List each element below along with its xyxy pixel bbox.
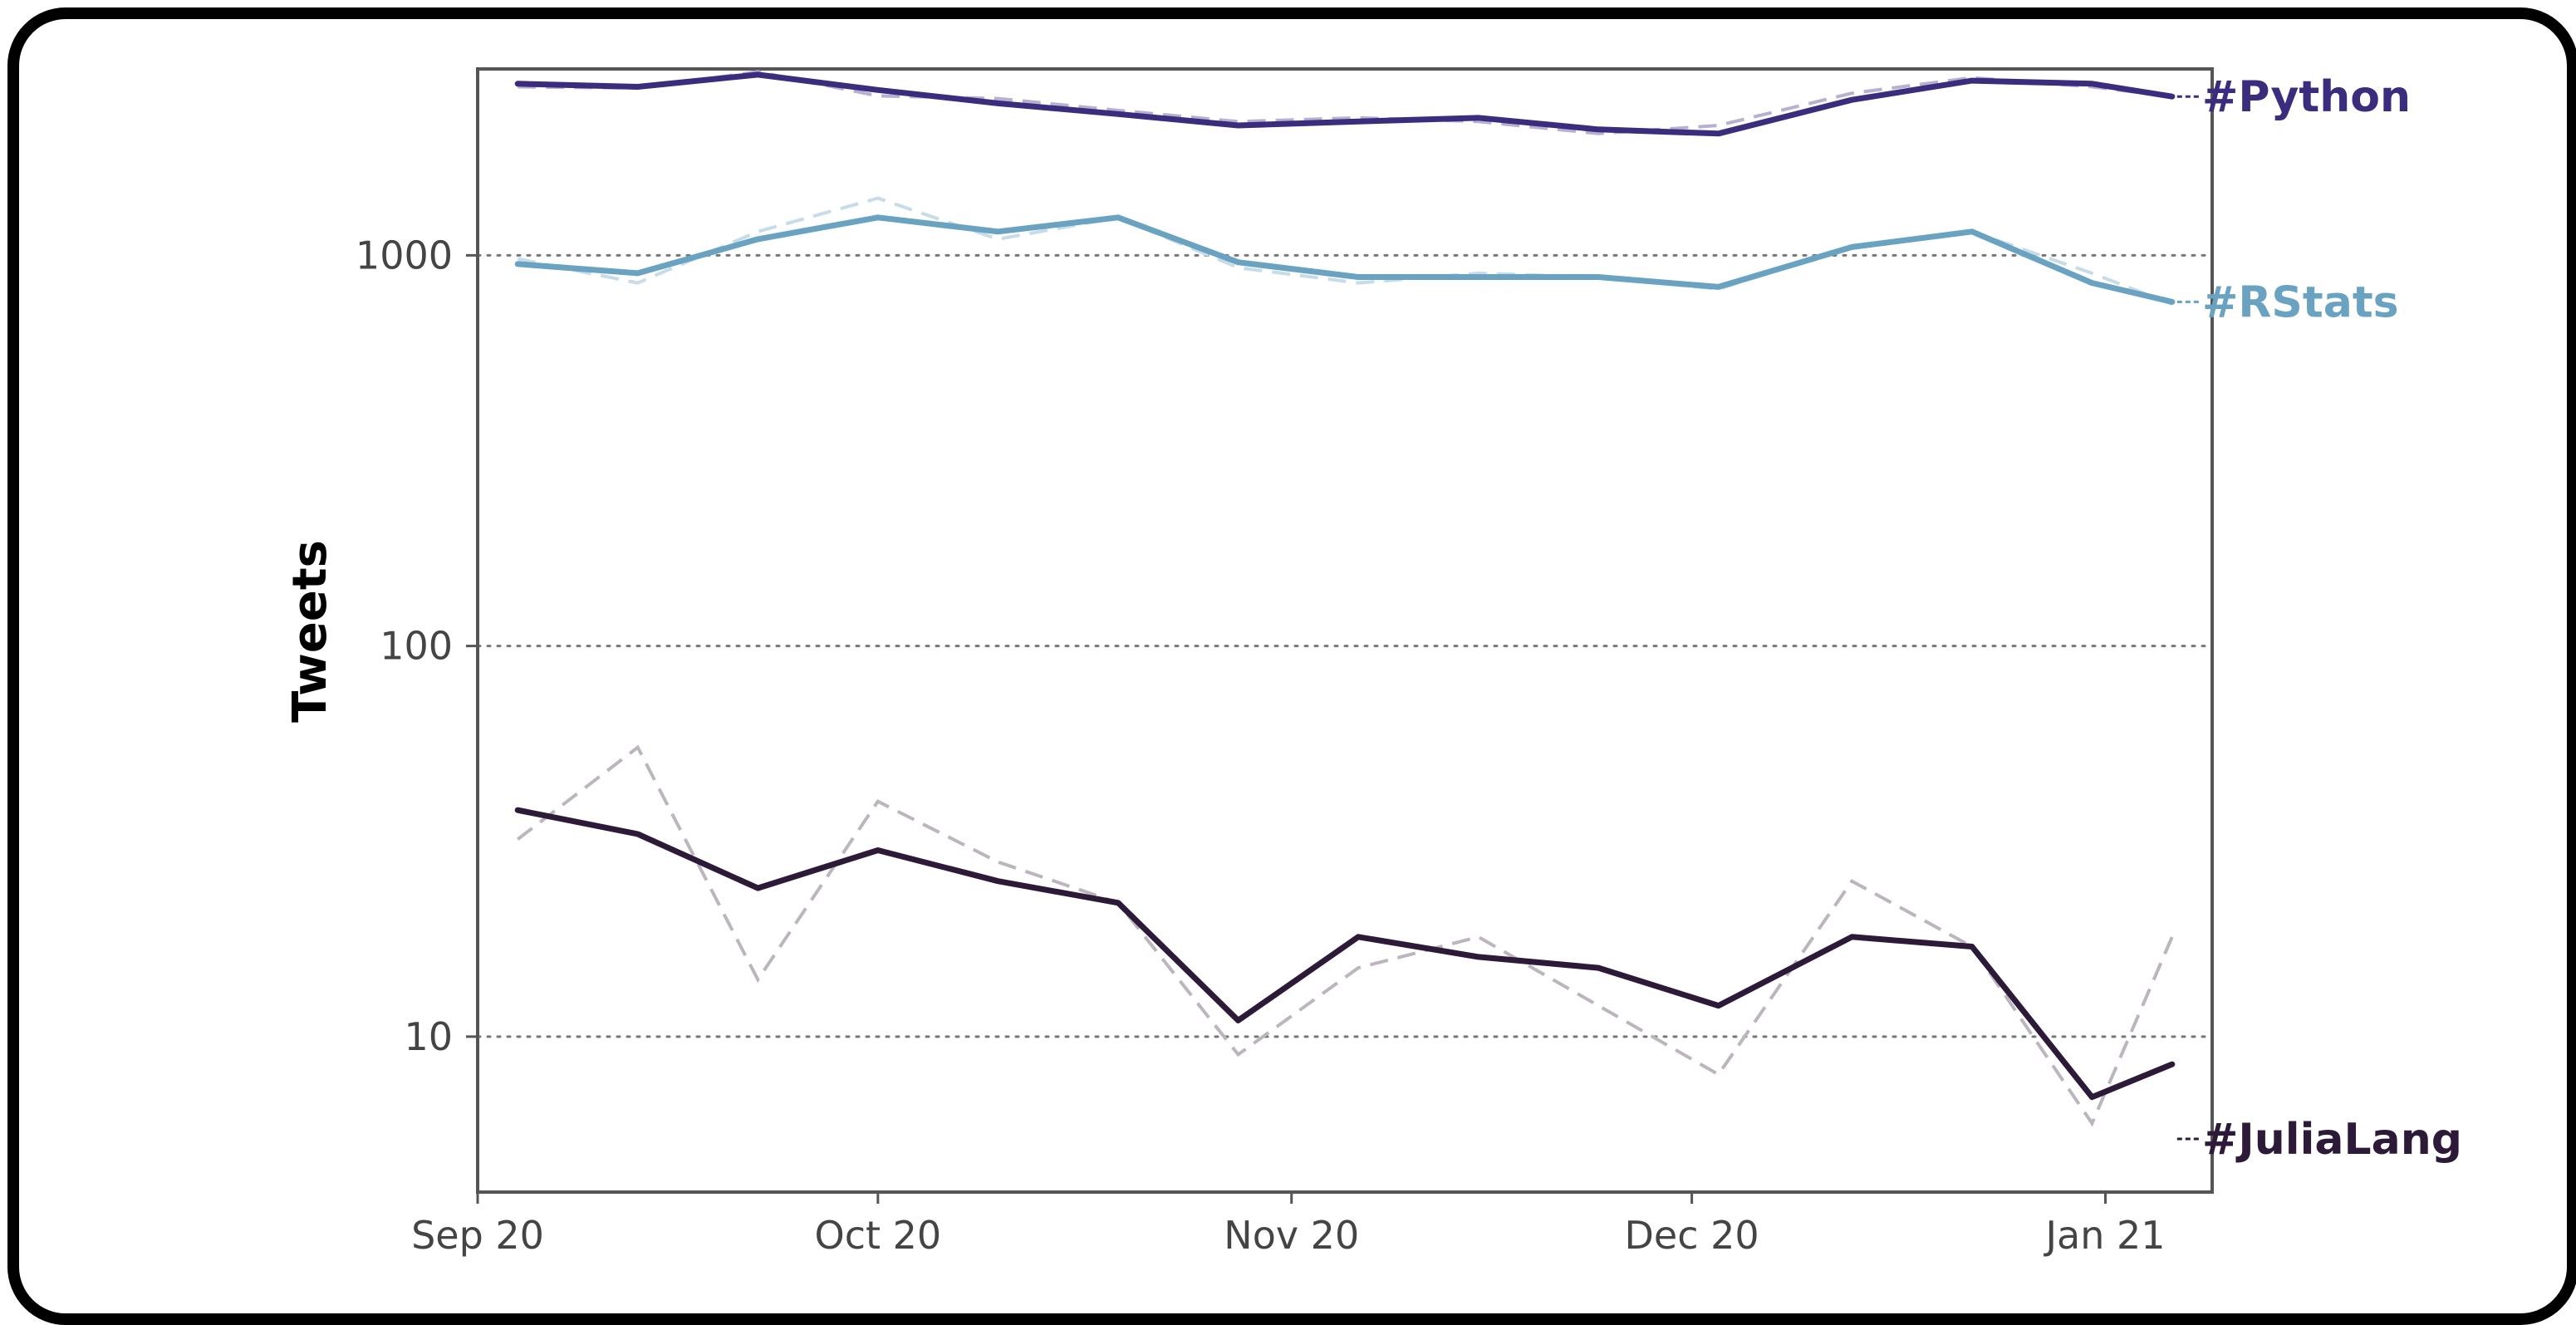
y-tick-label: 10	[404, 1014, 453, 1059]
x-tick-label: Dec 20	[1625, 1213, 1759, 1258]
rstats-series-label: #RStats	[2202, 277, 2399, 327]
gridlines	[476, 253, 2214, 1038]
x-tick-label: Nov 20	[1224, 1213, 1359, 1258]
label-connectors	[2176, 95, 2199, 1141]
smoothed-lines	[514, 71, 2176, 1101]
y-axis: 10 100 1000	[356, 233, 478, 1059]
daily-raw-lines	[516, 70, 2174, 1127]
x-axis: Sep 20 Oct 20 Nov 20 Dec 20 Jan 21	[411, 1192, 2166, 1258]
plot-area	[476, 67, 2214, 1194]
julialang-smoothed-line	[514, 807, 2176, 1101]
x-tick-label: Sep 20	[411, 1213, 544, 1258]
y-axis-title: Tweets	[283, 540, 337, 723]
y-tick-label: 1000	[356, 233, 453, 277]
rstats-smoothed-line	[514, 214, 2176, 305]
series-labels: #Python #RStats #JuliaLang	[2202, 72, 2462, 1165]
python-smoothed-line	[514, 71, 2176, 137]
python-series-label: #Python	[2202, 72, 2411, 122]
x-tick-label: Oct 20	[814, 1213, 941, 1258]
julialang-series-label: #JuliaLang	[2202, 1115, 2462, 1165]
julialang-daily-line	[516, 744, 2174, 1127]
x-tick-label: Jan 21	[2043, 1213, 2165, 1258]
rstats-daily-line	[517, 196, 2173, 306]
y-tick-label: 100	[380, 624, 453, 669]
figure-frame	[7, 7, 2576, 1325]
python-daily-line	[518, 70, 2173, 135]
